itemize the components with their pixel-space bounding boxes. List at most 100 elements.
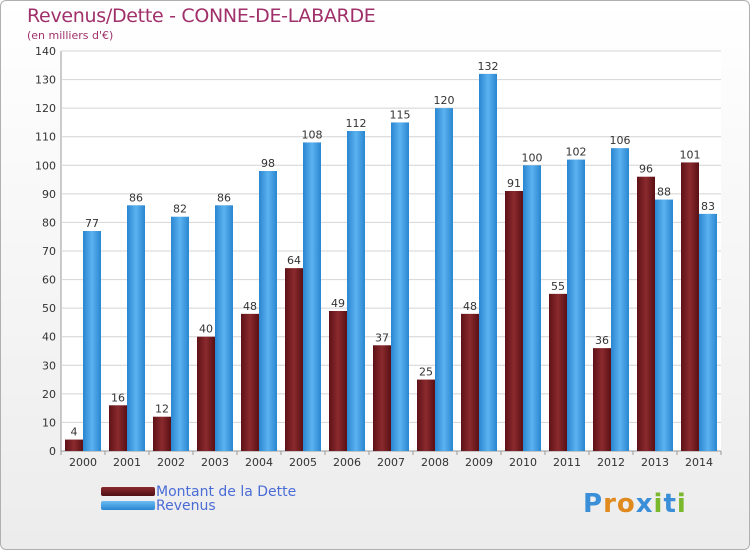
value-label-dette: 101 [680, 148, 701, 161]
value-label-revenus: 77 [85, 217, 99, 230]
value-label-revenus: 112 [346, 117, 367, 130]
bar-dette [65, 439, 83, 451]
value-label-dette: 48 [463, 300, 477, 313]
y-tick-label: 70 [42, 245, 56, 258]
value-labels: 4 77 16 86 12 82 40 86 48 98 64 108 49 112 37 115 25 120 4… [71, 60, 716, 439]
bars [65, 73, 717, 452]
y-tick-label: 80 [42, 216, 56, 229]
value-label-revenus: 108 [302, 128, 323, 141]
y-tick-label: 140 [35, 45, 56, 58]
x-tick-label: 2002 [157, 456, 185, 469]
x-tick-label: 2011 [553, 456, 581, 469]
value-label-dette: 96 [639, 163, 653, 176]
value-label-dette: 37 [375, 331, 389, 344]
value-label-dette: 40 [199, 323, 213, 336]
y-tick-label: 40 [42, 331, 56, 344]
legend-swatch-dette [101, 487, 155, 496]
value-label-dette: 55 [551, 280, 565, 293]
x-tick-label: 2014 [685, 456, 713, 469]
value-label-revenus: 120 [434, 94, 455, 107]
legend-swatch-revenus [101, 501, 155, 510]
legend-label-revenus: Revenus [156, 498, 216, 514]
value-label-revenus: 98 [261, 157, 275, 170]
logo-letter: i [676, 489, 687, 519]
x-tick-label: 2001 [113, 456, 141, 469]
x-tick-label: 2012 [597, 456, 625, 469]
y-tick-label: 60 [42, 274, 56, 287]
x-tick-label: 2007 [377, 456, 405, 469]
logo-letter: x [635, 489, 654, 519]
proxiti-logo: Proxiti [583, 489, 687, 519]
y-tick-label: 0 [49, 445, 56, 458]
bar-revenus [259, 171, 277, 451]
bar-dette [637, 176, 655, 451]
value-label-dette: 25 [419, 366, 433, 379]
value-label-revenus: 102 [566, 146, 587, 159]
bar-revenus [215, 205, 233, 451]
bar-revenus [83, 231, 101, 451]
x-tick-label: 2000 [69, 456, 97, 469]
x-tick-label: 2008 [421, 456, 449, 469]
y-tick-label: 100 [35, 159, 56, 172]
value-label-revenus: 83 [701, 200, 715, 213]
bar-dette [417, 379, 435, 451]
x-tick-label: 2013 [641, 456, 669, 469]
y-tick-label: 10 [42, 416, 56, 429]
y-tick-label: 30 [42, 359, 56, 372]
value-label-revenus: 115 [390, 108, 411, 121]
bar-revenus [699, 213, 717, 451]
bar-revenus [611, 148, 629, 451]
bar-dette [549, 293, 567, 451]
bar-dette [593, 348, 611, 451]
bar-revenus [479, 73, 497, 451]
value-label-dette: 16 [111, 391, 125, 404]
y-tick-label: 50 [42, 302, 56, 315]
legend-label-dette: Montant de la Dette [156, 484, 297, 500]
value-label-dette: 36 [595, 334, 609, 347]
value-label-dette: 91 [507, 177, 521, 190]
bar-revenus [435, 108, 453, 452]
value-label-revenus: 106 [610, 134, 631, 147]
x-tick-label: 2003 [201, 456, 229, 469]
value-label-revenus: 88 [657, 186, 671, 199]
bar-dette [681, 162, 699, 451]
chart-subtitle: (en milliers d'€) [27, 29, 114, 42]
y-tick-label: 130 [35, 74, 56, 87]
y-axis-ticks: 0 10 20 30 40 50 60 70 80 90 100 110 120 130 140 [35, 45, 56, 458]
bar-revenus [391, 122, 409, 451]
value-label-revenus: 86 [217, 191, 231, 204]
x-tick-label: 2006 [333, 456, 361, 469]
bar-revenus [347, 131, 365, 451]
value-label-dette: 12 [155, 403, 169, 416]
bar-revenus [523, 165, 541, 452]
y-tick-label: 20 [42, 388, 56, 401]
logo-letter: t [663, 489, 677, 519]
logo-letter: i [653, 489, 664, 519]
logo-letter: r [603, 489, 617, 519]
logo-letter: o [616, 489, 636, 519]
bar-dette [505, 191, 523, 451]
bar-revenus [303, 142, 321, 451]
x-tick-label: 2010 [509, 456, 537, 469]
bar-dette [241, 313, 259, 451]
value-label-dette: 4 [71, 426, 78, 439]
value-label-revenus: 132 [478, 60, 499, 73]
y-tick-label: 110 [35, 131, 56, 144]
bar-dette [197, 336, 215, 451]
bar-revenus [567, 159, 585, 452]
x-axis-ticks: 2000 2001 2002 2003 2004 2005 2006 2007 2008 2009… [60, 451, 722, 469]
y-tick-label: 90 [42, 188, 56, 201]
y-tick-label: 120 [35, 102, 56, 115]
value-label-revenus: 86 [129, 191, 143, 204]
bar-dette [373, 345, 391, 451]
value-label-revenus: 82 [173, 203, 187, 216]
chart-title: Revenus/Dette - CONNE-DE-LABARDE [27, 5, 376, 27]
value-label-dette: 48 [243, 300, 257, 313]
value-label-dette: 49 [331, 297, 345, 310]
bar-dette [461, 313, 479, 451]
x-tick-label: 2005 [289, 456, 317, 469]
logo-letter: P [583, 489, 604, 519]
bar-dette [285, 268, 303, 451]
bar-revenus [171, 216, 189, 451]
